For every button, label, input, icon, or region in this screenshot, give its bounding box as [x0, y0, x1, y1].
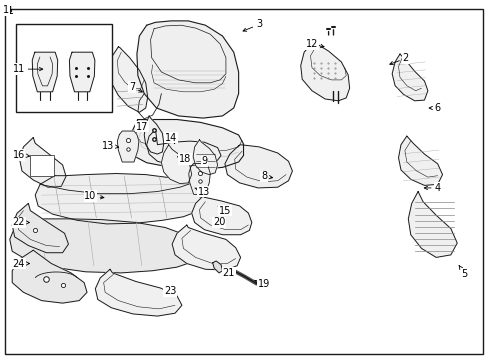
Polygon shape [398, 136, 442, 185]
Text: 23: 23 [163, 286, 176, 296]
Text: 8: 8 [261, 171, 272, 181]
Polygon shape [212, 261, 222, 273]
Polygon shape [95, 269, 182, 316]
Text: 22: 22 [12, 217, 29, 228]
Text: 10: 10 [84, 191, 103, 201]
Polygon shape [188, 163, 210, 194]
Text: 18: 18 [177, 154, 191, 164]
Text: 20: 20 [212, 217, 225, 228]
Polygon shape [137, 21, 238, 118]
Polygon shape [146, 130, 221, 166]
Text: 3: 3 [243, 19, 262, 31]
Text: 13: 13 [102, 141, 119, 151]
Text: 24: 24 [12, 258, 29, 269]
Bar [16, 24, 112, 112]
Polygon shape [110, 47, 147, 112]
Text: 6: 6 [428, 103, 440, 113]
Text: 17: 17 [135, 122, 148, 132]
Text: 15: 15 [218, 206, 231, 216]
Text: 5: 5 [458, 265, 467, 279]
Text: 16: 16 [12, 150, 29, 160]
Polygon shape [12, 203, 68, 253]
Text: 11: 11 [12, 64, 42, 74]
Polygon shape [10, 218, 196, 273]
Text: 13: 13 [195, 186, 210, 197]
Polygon shape [129, 120, 243, 169]
Polygon shape [191, 196, 251, 235]
Text: 14: 14 [164, 132, 177, 143]
Text: 21: 21 [222, 268, 235, 278]
Text: 1: 1 [6, 6, 13, 17]
Polygon shape [300, 43, 349, 101]
Polygon shape [224, 145, 292, 188]
Text: 12: 12 [305, 39, 324, 49]
Polygon shape [391, 54, 427, 101]
Text: 7: 7 [129, 82, 142, 92]
Polygon shape [193, 140, 217, 175]
Polygon shape [117, 131, 139, 162]
Polygon shape [12, 250, 87, 303]
Text: 4: 4 [424, 183, 440, 193]
Polygon shape [144, 116, 163, 154]
Text: 1: 1 [3, 5, 9, 15]
Polygon shape [32, 52, 58, 92]
Polygon shape [161, 145, 191, 184]
Text: 9: 9 [201, 156, 207, 166]
FancyBboxPatch shape [30, 155, 54, 176]
Polygon shape [20, 138, 66, 187]
Polygon shape [172, 225, 240, 270]
Polygon shape [407, 192, 456, 257]
Text: 19: 19 [254, 279, 270, 289]
Text: 2: 2 [389, 53, 408, 65]
Polygon shape [69, 52, 95, 92]
Polygon shape [35, 174, 201, 224]
